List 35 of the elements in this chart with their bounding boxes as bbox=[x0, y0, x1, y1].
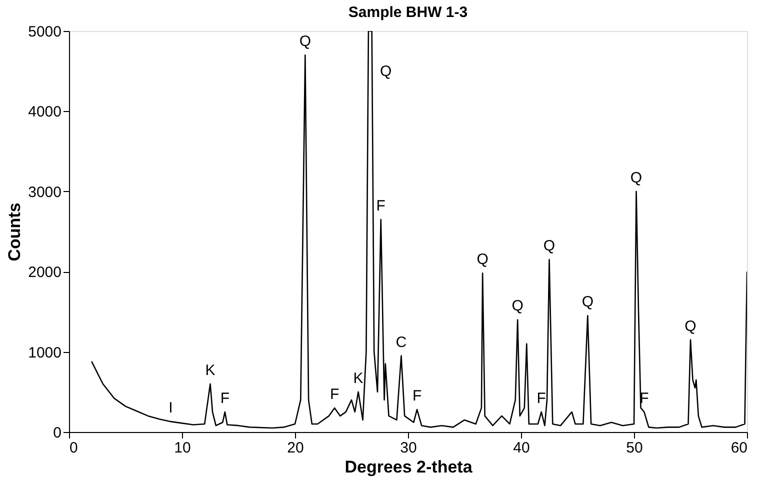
x-tick-label: 60 bbox=[730, 440, 748, 456]
line-series bbox=[90, 31, 747, 429]
annotation: Q bbox=[582, 294, 594, 311]
y-axis-title: Counts bbox=[5, 202, 24, 262]
x-tick-label: 40 bbox=[513, 440, 530, 456]
annotation: Q bbox=[476, 251, 488, 268]
x-tick-label: 50 bbox=[626, 440, 643, 456]
x-axis-title: Degrees 2-theta bbox=[344, 458, 473, 476]
y-tick-label: 5000 bbox=[28, 24, 62, 40]
x-tick-label: 0 bbox=[70, 440, 78, 456]
y-tick-label: 1000 bbox=[28, 344, 62, 362]
annotation: K bbox=[205, 362, 216, 379]
annotation: F bbox=[220, 390, 230, 407]
annotation: F bbox=[330, 386, 340, 403]
x-tick-label: 10 bbox=[174, 440, 191, 456]
annotation: Q bbox=[299, 33, 312, 50]
annotation: F bbox=[376, 197, 386, 214]
annotation: F bbox=[412, 388, 422, 405]
annotation: Q bbox=[684, 318, 696, 335]
annotation: Q bbox=[630, 169, 642, 186]
x-tick-label: 20 bbox=[287, 440, 304, 456]
annotation: K bbox=[353, 370, 364, 387]
x-tick-label: 30 bbox=[400, 440, 417, 456]
y-tick-label: 2000 bbox=[28, 264, 62, 282]
y-tick-label: 3000 bbox=[28, 184, 62, 201]
chart-title: Sample BHW 1-3 bbox=[348, 4, 468, 21]
y-tick-label: 4000 bbox=[28, 104, 62, 121]
annotation: Q bbox=[512, 298, 524, 315]
annotation: I bbox=[168, 400, 173, 417]
annotation: Q bbox=[380, 63, 392, 80]
annotation: Q bbox=[543, 238, 556, 255]
y-tick-label: 0 bbox=[53, 424, 62, 442]
annotation: F bbox=[640, 390, 649, 407]
annotation: C bbox=[396, 334, 407, 351]
annotation: F bbox=[536, 390, 546, 407]
